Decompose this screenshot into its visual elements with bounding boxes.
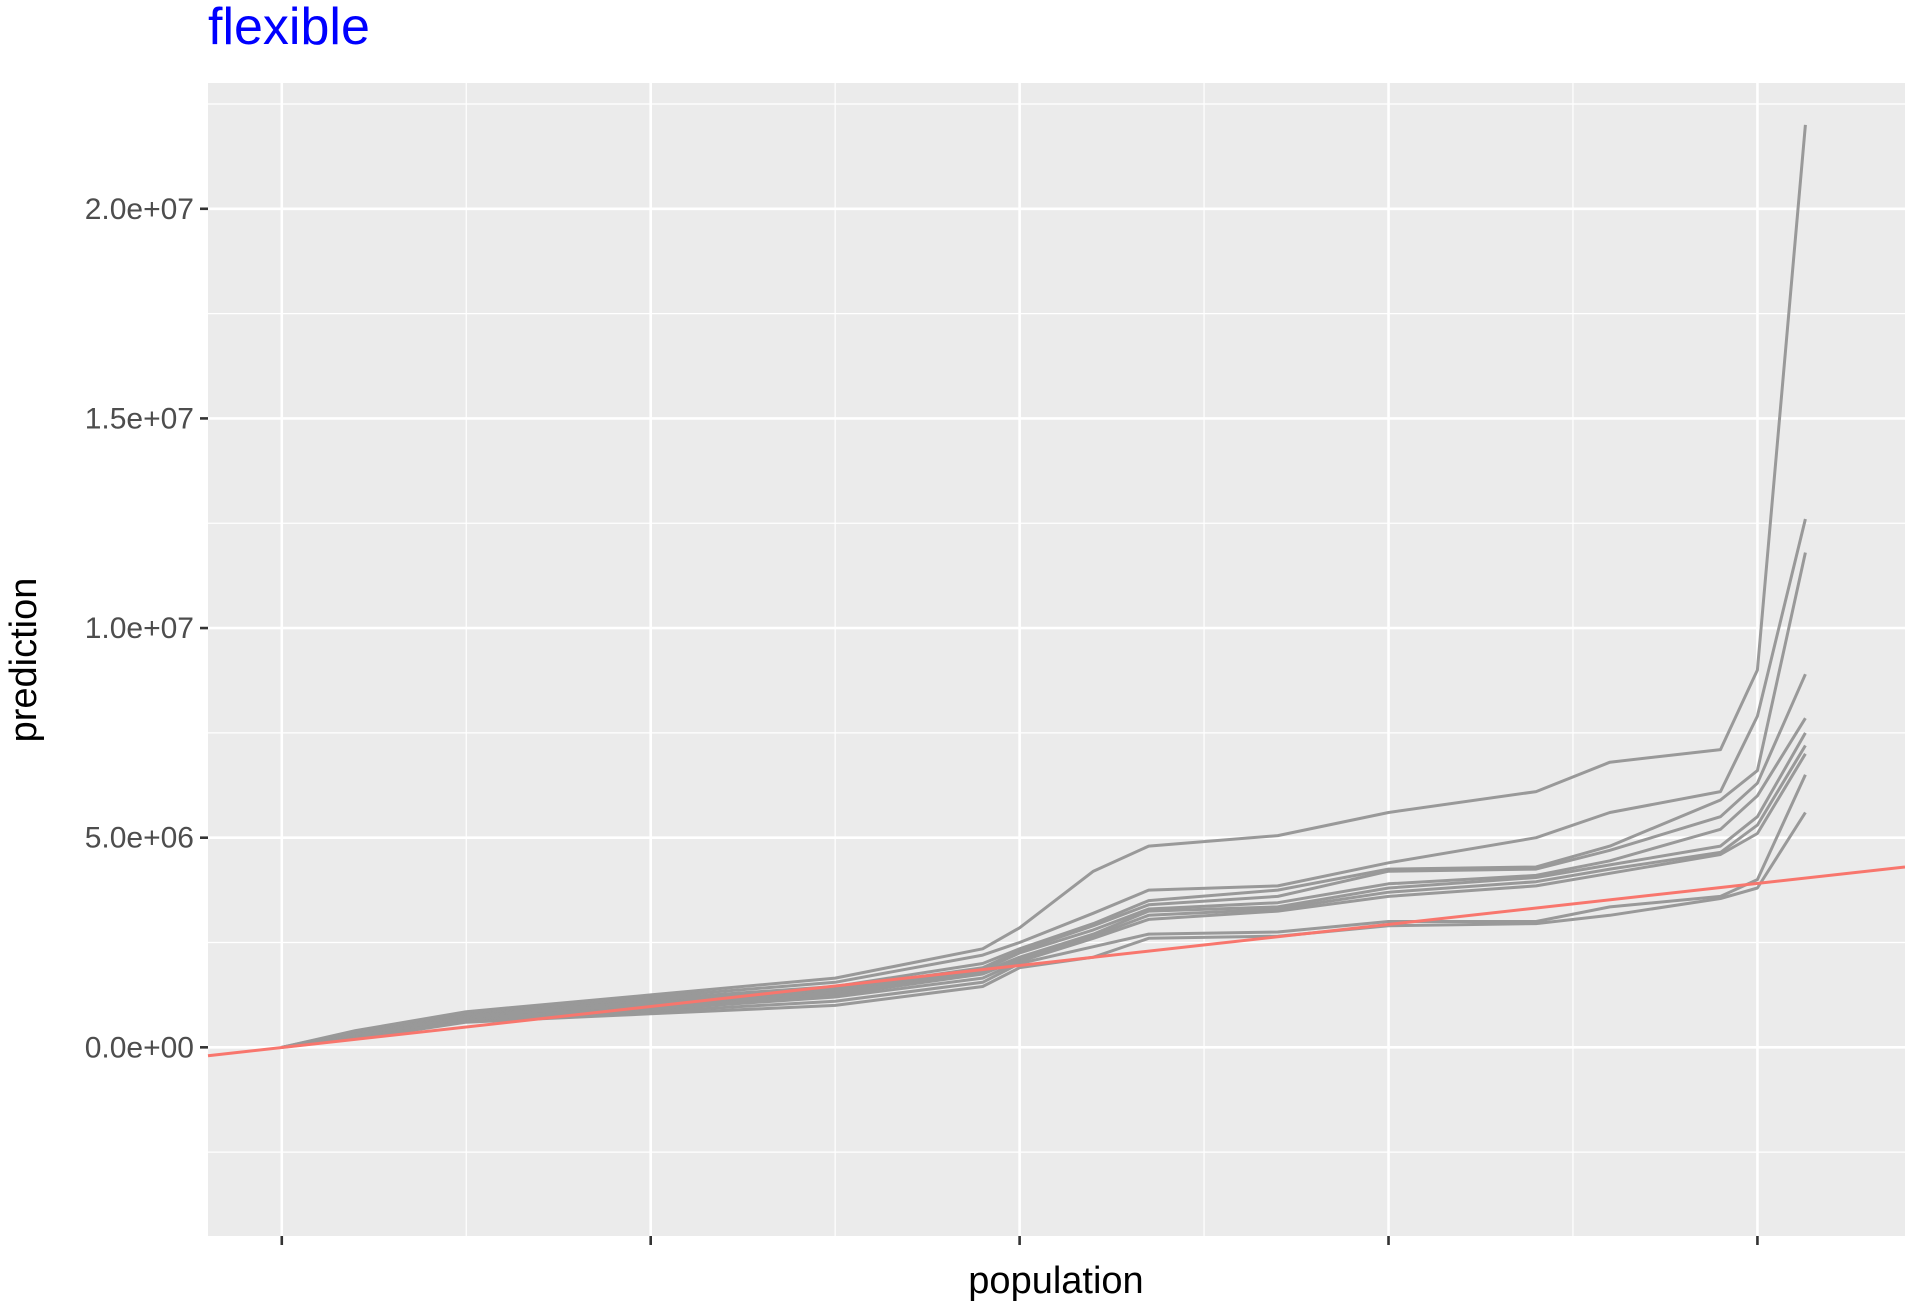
minor-gridlines (208, 83, 1905, 1236)
plot-panel (208, 83, 1905, 1236)
series-line-2 (281, 518, 1807, 1049)
y-tick-label: 2.0e+07 (85, 193, 194, 226)
series-line-1 (281, 124, 1807, 1049)
y-tick-label: 1.0e+07 (85, 612, 194, 645)
x-axis (280, 1236, 1759, 1245)
major-gridlines (208, 83, 1905, 1236)
y-axis: 0.0e+00 5.0e+06 1.0e+07 1.5e+07 2.0e+07 (85, 193, 208, 1064)
reference-line-group (207, 865, 1905, 1058)
y-tick-label: 1.5e+07 (85, 402, 194, 435)
y-tick-label: 5.0e+06 (85, 822, 194, 855)
x-axis-title: population (968, 1260, 1143, 1302)
series-line-7 (281, 744, 1807, 1049)
series-line-6 (281, 732, 1807, 1049)
series-line-8 (281, 753, 1807, 1049)
y-tick-label: 0.0e+00 (85, 1031, 194, 1064)
chart-title: flexible (208, 0, 370, 56)
prediction-lines (281, 124, 1807, 1049)
y-axis-title: prediction (3, 578, 45, 743)
reference-line (207, 865, 1905, 1058)
